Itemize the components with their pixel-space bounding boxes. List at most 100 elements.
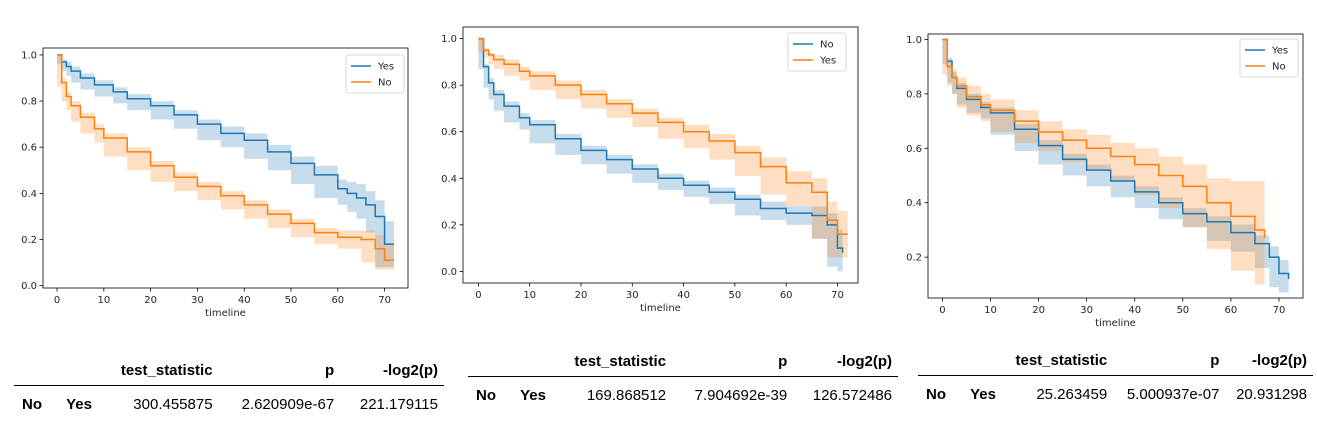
legend-label-yes: Yes [1271,46,1288,57]
y-tick-label: 0.2 [906,253,922,264]
logrank-table-1: test_statistic p -log2(p) No Yes 300.455… [14,356,444,417]
y-tick-label: 0.4 [906,198,922,209]
col-header-p: p [1113,346,1226,376]
cell-neglog2p: 20.931298 [1236,386,1307,403]
legend-box [345,54,405,94]
x-tick-label: 60 [1225,305,1238,316]
x-tick-label: 0 [475,290,481,301]
cell-p: 5.000937e-07 [1126,386,1220,403]
x-tick-label: 30 [191,295,204,306]
table-header-row: test_statistic p -log2(p) [918,346,1313,376]
table-row: No Yes 25.263459 5.000937e-07 20.931298 [918,376,1313,408]
legend: No Yes [787,32,847,72]
cell-test-statistic: 169.868512 [586,387,667,404]
row-index: No Yes [468,377,552,409]
y-tick-label: 0.4 [21,189,37,200]
km-chart-1: 0 10 20 30 40 50 60 70 0.0 0.2 0.4 0.6 0.8 1.0 timelin… [10,0,420,330]
km-plot-1: 0 10 20 30 40 50 60 70 0.0 0.2 0.4 0.6 0.8 1.0 timelin… [21,47,409,319]
row-index-level-1: Yes [520,387,546,404]
legend: Yes No [345,54,405,94]
cell-test-statistic: 25.263459 [1036,386,1108,403]
x-axis-label: timeline [640,303,681,314]
col-header-neglog2p: -log2(p) [1225,346,1313,376]
survival-line-yes [478,37,848,235]
x-tick-label: 50 [1176,305,1189,316]
x-tick-label: 20 [1032,305,1045,316]
x-tick-label: 50 [729,290,742,301]
x-tick-label: 0 [939,305,945,316]
survival-line-no [57,54,394,262]
col-header-neglog2p: -log2(p) [340,356,444,386]
y-tick-label: 0.2 [441,220,457,231]
x-tick-label: 60 [331,295,344,306]
cell-neglog2p: 221.179115 [359,396,438,413]
table-header-row: test_statistic p -log2(p) [468,347,898,377]
cell-neglog2p: 126.572486 [812,387,892,404]
plot-frame [42,47,409,289]
x-tick-label: 70 [1273,305,1286,316]
km-plot-3: 0 10 20 30 40 50 60 70 0.2 0.4 0.6 0.8 1.0 timeline Ye… [906,33,1304,329]
col-header-test-statistic: test_statistic [552,347,673,377]
plot-frame [927,33,1304,299]
plot-frame [462,26,859,284]
x-axis-label: timeline [205,308,246,319]
y-tick-label: 1.0 [21,50,37,61]
row-index: No Yes [14,386,98,418]
x-tick-label: 20 [144,295,157,306]
y-tick-label: 0.2 [21,235,37,246]
x-tick-label: 10 [97,295,110,306]
logrank-table-2: test_statistic p -log2(p) No Yes 169.868… [468,347,898,408]
x-tick-label: 20 [575,290,588,301]
legend: Yes No [1239,38,1299,78]
y-tick-label: 0.8 [906,89,922,100]
y-tick-label: 0.6 [906,144,922,155]
y-tick-label: 0.0 [21,281,37,292]
table-header-row: test_statistic p -log2(p) [14,356,444,386]
legend-label-yes: Yes [377,62,394,73]
col-header-test-statistic: test_statistic [98,356,219,386]
y-tick-label: 0.0 [441,267,457,278]
legend-label-no: No [1272,62,1286,73]
x-tick-label: 60 [780,290,793,301]
ci-band-yes [478,38,848,258]
table-row: No Yes 169.868512 7.904692e-39 126.57248… [468,377,898,409]
x-tick-label: 10 [984,305,997,316]
survival-line-no [942,38,1266,239]
x-tick-label: 30 [1080,305,1093,316]
row-index-level-0: No [476,387,496,404]
x-tick-label: 0 [54,295,60,306]
legend-label-yes: Yes [819,56,836,67]
row-index-level-0: No [22,396,42,413]
x-tick-label: 70 [831,290,844,301]
legend-label-no: No [378,78,392,89]
cell-p: 2.620909e-67 [241,396,335,413]
x-tick-label: 30 [626,290,639,301]
km-chart-3: 0 10 20 30 40 50 60 70 0.2 0.4 0.6 0.8 1.0 timeline Ye… [890,0,1310,330]
y-tick-label: 0.6 [441,127,457,138]
row-index-level-0: No [926,386,946,403]
col-header-p: p [672,347,794,377]
index-header [468,347,552,377]
y-tick-label: 0.8 [441,81,457,92]
ci-band-no [478,38,843,272]
y-tick-label: 0.6 [21,143,37,154]
y-tick-label: 0.4 [441,174,457,185]
y-tick-label: 1.0 [441,34,457,45]
legend-box [787,32,847,72]
survival-line-yes [942,38,1290,279]
table-row: No Yes 300.455875 2.620909e-67 221.17911… [14,386,444,418]
x-tick-label: 10 [523,290,536,301]
legend-box [1239,38,1299,78]
x-tick-label: 70 [378,295,391,306]
row-index-level-1: Yes [970,386,996,403]
ci-band-yes [57,54,394,268]
km-plot-2: 0 10 20 30 40 50 60 70 0.0 0.2 0.4 0.6 0.8 1.0 timelin… [441,26,859,314]
row-index-level-1: Yes [66,396,92,413]
ci-band-no [57,54,394,270]
x-tick-label: 50 [285,295,298,306]
ci-band-no [942,39,1265,285]
col-header-test-statistic: test_statistic [1002,346,1114,376]
legend-label-no: No [820,40,834,51]
survival-line-yes [57,54,394,245]
survival-line-no [478,37,844,253]
